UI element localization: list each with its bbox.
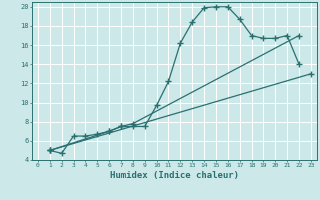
- X-axis label: Humidex (Indice chaleur): Humidex (Indice chaleur): [110, 171, 239, 180]
